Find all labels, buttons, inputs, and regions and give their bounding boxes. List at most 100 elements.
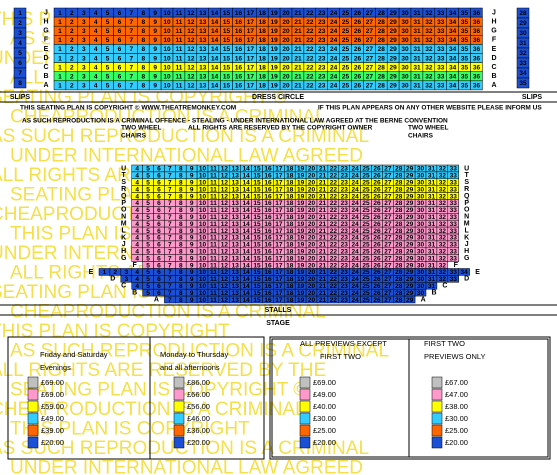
seat-number: 9: [153, 19, 157, 26]
seat-number: 26: [354, 10, 362, 17]
seat-number: 8: [141, 64, 145, 71]
row-label: C: [442, 283, 447, 290]
seat-number: 6: [157, 228, 161, 235]
seat-number: 24: [352, 179, 360, 186]
price: £20.00: [445, 438, 468, 447]
seat-number: 3: [82, 28, 86, 35]
row-label: U: [121, 165, 126, 172]
seat-number: 19: [297, 242, 305, 249]
seat-number: 16: [264, 193, 272, 200]
seat-number: 13: [232, 193, 240, 200]
seat-number: 27: [384, 200, 392, 207]
seat-number: 9: [190, 221, 194, 228]
seat-number: 30: [417, 269, 425, 276]
seat-number: 4: [135, 269, 139, 276]
seat-number: 28: [378, 19, 386, 26]
seat-number: 29: [406, 283, 414, 290]
seat-number: 27: [384, 283, 392, 290]
slip-seat-number: 33: [519, 60, 527, 67]
seat-number: 23: [341, 186, 349, 193]
seat-number: 20: [308, 248, 316, 255]
seat-number: 33: [450, 186, 458, 193]
seat-number: 19: [297, 297, 305, 304]
seat-number: 23: [341, 173, 349, 180]
seat-number: 12: [221, 228, 229, 235]
seat-number: 17: [247, 19, 255, 26]
seat-number: 22: [330, 179, 338, 186]
seat-number: 25: [342, 19, 350, 26]
legend-box-inner: [271, 338, 549, 458]
seat-number: 17: [275, 173, 283, 180]
legend-heading: Monday to Thursday: [160, 350, 228, 359]
seat-number: 33: [450, 193, 458, 200]
seat-number: 11: [210, 207, 217, 214]
seat-number: 28: [395, 207, 403, 214]
seat-number: 16: [264, 179, 272, 186]
seat-number: 16: [264, 186, 272, 193]
seat-number: 18: [286, 269, 294, 276]
seat-number: 19: [297, 290, 305, 297]
seat-number: 28: [395, 242, 403, 249]
seat-number: 13: [199, 73, 207, 80]
seat-number: 20: [308, 235, 316, 242]
seat-number: 33: [450, 221, 458, 228]
price: £49.00: [41, 414, 64, 423]
seat-number: 20: [308, 269, 316, 276]
seat-number: 19: [271, 28, 279, 35]
seat-number: 31: [428, 262, 436, 269]
row-label: G: [464, 255, 470, 262]
seat-number: 6: [157, 283, 161, 290]
seat-number: 25: [362, 221, 370, 228]
seat-number: 26: [373, 166, 381, 173]
price: £46.00: [187, 414, 210, 423]
seat-number: 17: [275, 221, 283, 228]
seat-number: 16: [264, 228, 272, 235]
price: £25.00: [313, 426, 336, 435]
seat-number: 10: [199, 221, 207, 228]
seat-number: 27: [384, 235, 392, 242]
seat-number: 6: [157, 200, 161, 207]
seat-number: 23: [318, 10, 326, 17]
row-label: H: [43, 18, 48, 25]
stage-label: STAGE: [266, 320, 290, 327]
seat-number: 27: [384, 221, 392, 228]
seat-number: 12: [187, 19, 195, 26]
seat-number: 25: [362, 186, 370, 193]
seat-number: 33: [437, 28, 445, 35]
seat-number: 14: [211, 55, 219, 62]
seat-number: 10: [163, 83, 171, 90]
seat-number: 19: [297, 200, 305, 207]
seat-number: 32: [439, 235, 447, 242]
seat-number: 26: [354, 55, 362, 62]
seat-number: 8: [141, 46, 145, 53]
seat-number: 5: [146, 290, 150, 297]
seat-number: 22: [306, 28, 314, 35]
notice: THIS SEATING PLAN IS COPYRIGHT © WWW.THE…: [20, 104, 236, 112]
seat-number: 33: [450, 276, 458, 283]
seat-number: 25: [362, 173, 370, 180]
watermark-text: UNDER INTERNATIONAL LAW AGREED: [10, 458, 363, 475]
seat-number: 14: [243, 297, 251, 304]
seat-number: 7: [168, 179, 172, 186]
seat-number: 31: [428, 235, 436, 242]
seat-number: 5: [106, 10, 110, 17]
seat-number: 15: [253, 276, 261, 283]
wheelchair-label: CHAIRS: [121, 133, 147, 140]
seat-number: 15: [253, 214, 261, 221]
seat-number: 9: [190, 207, 194, 214]
seat-number: 31: [428, 207, 436, 214]
price-swatch: [299, 388, 311, 401]
price: £59.00: [41, 402, 64, 411]
seat-number: 34: [449, 37, 457, 44]
row-label: P: [464, 200, 469, 207]
row-label: H: [464, 248, 469, 255]
seat-number: 26: [373, 283, 381, 290]
seat-number: 22: [306, 37, 314, 44]
seat-number: 15: [253, 262, 261, 269]
seat-number: 7: [168, 166, 172, 173]
seat-number: 16: [264, 214, 272, 221]
seat-number: 29: [390, 64, 398, 71]
seat-number: 7: [168, 207, 172, 214]
seat-number: 19: [271, 64, 279, 71]
seat-number: 27: [366, 37, 374, 44]
